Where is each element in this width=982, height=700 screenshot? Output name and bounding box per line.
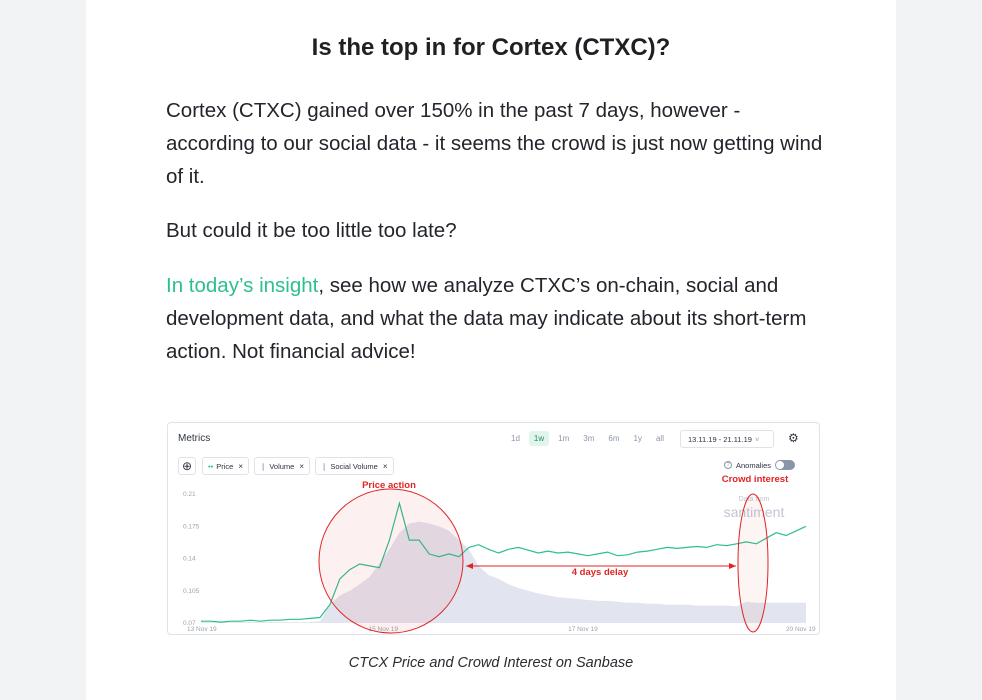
anomalies-label: Anomalies xyxy=(736,460,772,470)
article-paragraph: Cortex (CTXC) gained over 150% in the pa… xyxy=(166,99,823,188)
close-icon[interactable]: × xyxy=(382,461,388,471)
annotations: Price action Crowd interest 4 days delay xyxy=(318,474,789,634)
anomalies-toggle[interactable] xyxy=(775,460,796,470)
date-range-picker[interactable]: 13.11.19 - 21.11.19 ˅ xyxy=(680,430,774,448)
paragraph-text: , see how we analyze CTXC’s on-chain, so… xyxy=(166,274,807,363)
line-icon: •• xyxy=(208,461,214,471)
arrow-head-left xyxy=(466,563,473,569)
metric-tag-label: Price xyxy=(216,461,234,471)
anomalies-toggle-group: ? Anomalies xyxy=(724,460,796,470)
close-icon[interactable]: × xyxy=(299,461,305,471)
metric-tag-price[interactable]: •• Price × xyxy=(202,457,250,475)
watermark-logo: santiment xyxy=(724,504,785,520)
x-tick-label: 17 Nov 19 xyxy=(568,626,598,633)
metric-tag-label: Volume xyxy=(269,461,295,471)
add-metric-button[interactable]: ⊕ xyxy=(178,457,196,475)
x-tick-label: 13 Nov 19 xyxy=(187,626,217,633)
chevron-down-icon: ˅ xyxy=(754,435,760,444)
y-tick-label: 0.105 xyxy=(183,588,200,595)
annotation-delay: 4 days delay xyxy=(572,567,629,578)
metrics-chart-widget: Metrics 1d 1w 1m 3m 6m 1y all 13.11.19 -… xyxy=(167,422,820,635)
email-card: Is the top in for Cortex (CTXC)? Cortex … xyxy=(86,0,896,700)
range-1d[interactable]: 1d xyxy=(511,434,520,443)
price-action-circle xyxy=(318,488,464,634)
volume-area xyxy=(201,521,806,623)
close-icon[interactable]: × xyxy=(238,461,244,471)
help-icon: ? xyxy=(724,461,732,469)
plus-icon: ⊕ xyxy=(181,459,193,473)
date-range-value: 13.11.19 - 21.11.19 xyxy=(688,435,752,444)
price-line xyxy=(201,500,807,623)
y-tick-label: 0.14 xyxy=(183,556,196,563)
article-headline: Is the top in for Cortex (CTXC)? xyxy=(311,34,671,61)
range-1m[interactable]: 1m xyxy=(558,434,570,443)
x-tick-label: 15 Nov 19 xyxy=(369,626,399,633)
range-3m[interactable]: 3m xyxy=(583,434,595,443)
article-paragraph: But could it be too little too late? xyxy=(166,219,457,242)
watermark-text: Data from xyxy=(739,496,770,503)
bar-icon: ❙ xyxy=(260,461,267,471)
time-range-selector: 1d 1w 1m 3m 6m 1y all xyxy=(506,431,669,446)
metric-tag-label: Social Volume xyxy=(330,461,378,471)
metric-tag-volume[interactable]: ❙ Volume × xyxy=(254,457,311,475)
range-all[interactable]: all xyxy=(655,434,664,443)
y-tick-label: 0.175 xyxy=(183,523,200,530)
crowd-interest-ellipse xyxy=(737,493,769,633)
insight-link[interactable]: In today’s insight xyxy=(166,274,319,297)
metrics-title: Metrics xyxy=(178,433,211,444)
metric-tag-social-volume[interactable]: ❙ Social Volume × xyxy=(315,457,394,475)
metric-tags: •• Price × ❙ Volume × ❙ Social Volume × xyxy=(202,457,394,475)
gear-icon[interactable]: ⚙ xyxy=(788,431,799,445)
annotation-price-action: Price action xyxy=(362,480,416,491)
article-paragraph: In today’s insight, see how we analyze C… xyxy=(166,269,826,368)
y-tick-label: 0.07 xyxy=(183,620,196,627)
range-1w[interactable]: 1w xyxy=(528,431,550,446)
y-tick-label: 0.21 xyxy=(183,491,196,498)
arrow-head-right xyxy=(729,563,736,569)
x-axis-ticks: 13 Nov 19 15 Nov 19 17 Nov 19 20 Nov 19 xyxy=(187,626,816,633)
y-axis-ticks: 0.21 0.175 0.14 0.105 0.07 xyxy=(183,491,200,627)
annotation-crowd-interest: Crowd interest xyxy=(722,474,789,485)
range-6m[interactable]: 6m xyxy=(608,434,620,443)
range-1y[interactable]: 1y xyxy=(633,434,642,443)
bar-icon: ❙ xyxy=(321,461,328,471)
x-tick-label: 20 Nov 19 xyxy=(786,626,816,633)
image-caption: CTCX Price and Crowd Interest on Sanbase xyxy=(348,655,634,671)
price-chart: 0.21 0.175 0.14 0.105 0.07 13 Nov 19 15 Nov 1… xyxy=(183,474,816,634)
